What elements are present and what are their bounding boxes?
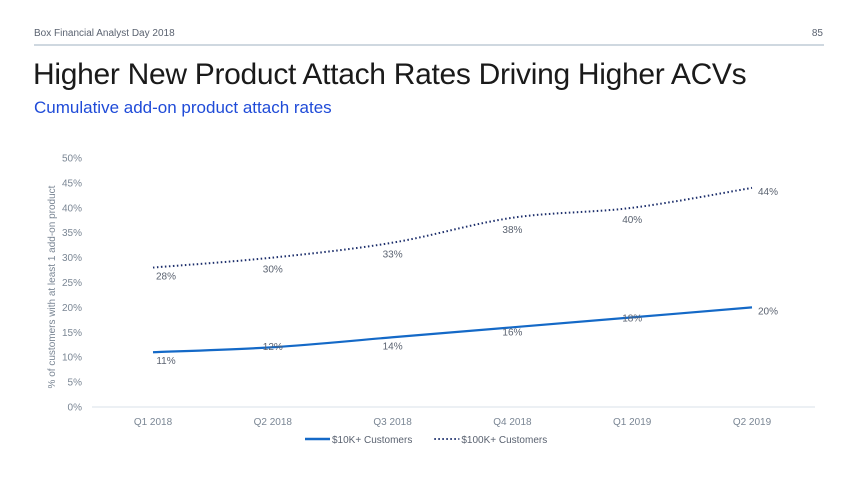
y-tick-label: 15% [62,328,82,339]
slide-title: Higher New Product Attach Rates Driving … [33,58,747,91]
y-tick-label: 35% [62,228,82,239]
x-axis: Q1 2018 Q2 2018 Q3 2018 Q4 2018 Q1 2019 Q2 20… [134,417,772,428]
y-tick-label: 40% [62,203,82,214]
data-label: 44% [758,187,778,198]
data-label: 38% [502,225,522,236]
data-label: 40% [622,215,642,226]
y-tick-label: 45% [62,178,82,189]
x-tick-label: Q2 2018 [254,417,293,428]
series-line-10k-customers [152,306,753,354]
data-label: 30% [263,265,283,276]
y-tick-label: 50% [62,154,82,165]
series-line-100k-customers [152,186,753,269]
data-label: 28% [156,272,176,283]
page-number: 85 [811,28,823,39]
x-tick-label: Q4 2018 [493,417,532,428]
y-tick-label: 30% [62,253,82,264]
series-group [152,186,753,354]
y-axis: 0% 5% 10% 15% 20% 25% 30% 35% 40% 45% 50% [62,154,82,414]
slide-subtitle: Cumulative add-on product attach rates [34,98,332,117]
data-label: 14% [383,341,403,352]
data-label: 20% [758,306,778,317]
data-label: 33% [383,250,403,261]
data-label: 16% [502,327,522,338]
y-tick-label: 10% [62,353,82,364]
y-tick-label: 25% [62,278,82,289]
legend: $10K+ Customers $100K+ Customers [305,435,547,446]
x-tick-label: Q3 2018 [373,417,412,428]
data-label: 11% [156,356,175,367]
legend-item[interactable]: $10K+ Customers [305,435,412,446]
x-tick-label: Q2 2019 [733,417,772,428]
legend-label: $100K+ Customers [461,435,547,446]
data-label: 12% [263,342,283,353]
data-labels: 11% 12% 14% 16% 18% 20% 28% 30% 33% 38% 40% 44% [156,187,778,367]
y-tick-label: 0% [68,403,83,414]
header-divider [34,44,824,46]
data-label: 18% [622,313,642,324]
y-tick-label: 20% [62,303,82,314]
legend-label: $10K+ Customers [332,435,412,446]
x-tick-label: Q1 2019 [613,417,652,428]
header-event-title: Box Financial Analyst Day 2018 [34,28,175,39]
y-axis-label: % of customers with at least 1 add-on pr… [47,185,58,388]
y-tick-label: 5% [68,378,83,389]
legend-item[interactable]: $100K+ Customers [434,435,547,446]
x-tick-label: Q1 2018 [134,417,173,428]
